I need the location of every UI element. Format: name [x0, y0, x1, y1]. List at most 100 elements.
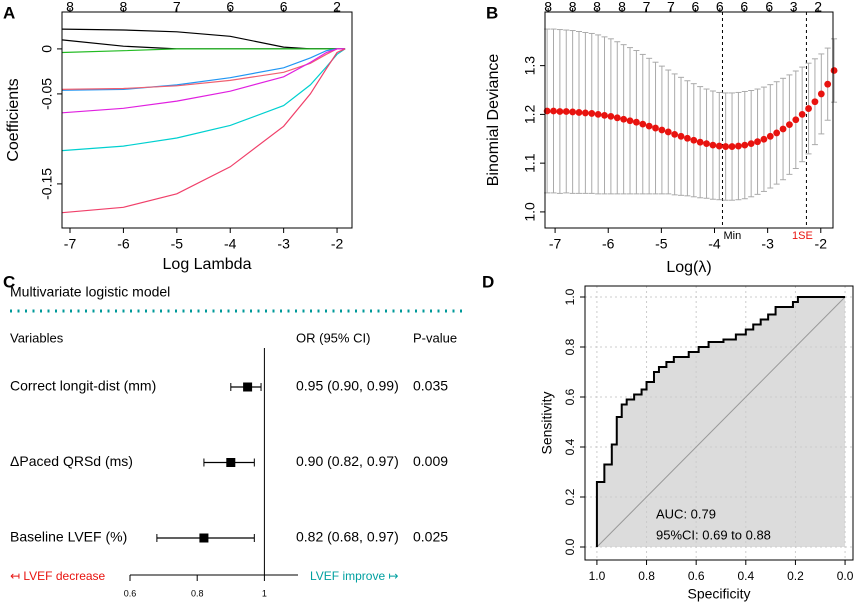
point [715, 142, 723, 150]
reference-diagonal [596, 296, 846, 548]
roc-curve [595, 296, 846, 547]
forest-title: Multivariate logistic model [10, 284, 170, 300]
top-tick-label: 6 [765, 0, 773, 15]
point [562, 108, 570, 115]
x-tick-label: 1 [262, 588, 267, 598]
x-tick-label: 0.2 [787, 569, 804, 583]
point [798, 110, 806, 118]
point [773, 129, 781, 137]
y-tick-label: 1.1 [522, 153, 538, 173]
y-axis-label: Binomial Deviance [485, 54, 502, 187]
x-tick-label: 1.0 [589, 569, 606, 583]
point [779, 125, 787, 133]
or-point [226, 458, 236, 467]
point [760, 135, 768, 143]
point [735, 142, 742, 150]
x-tick-label: -4 [224, 236, 237, 252]
point [652, 124, 659, 132]
top-tick-label: 7 [643, 0, 651, 15]
top-tick-label: 8 [66, 0, 74, 15]
x-tick-label: -3 [277, 236, 290, 252]
point [722, 143, 730, 150]
coef-path [61, 48, 346, 152]
row-label: Baseline LVEF (%) [10, 529, 127, 545]
top-tick-label: 6 [280, 0, 288, 15]
point [639, 120, 647, 128]
top-tick-label: 3 [790, 0, 798, 15]
point [581, 109, 589, 117]
top-tick-label: 2 [333, 0, 341, 15]
point [805, 105, 812, 112]
point [632, 118, 640, 126]
y-tick-label: 0.2 [563, 488, 577, 505]
y-axis-label: Sensitivity [539, 391, 555, 454]
x-tick-label: -3 [761, 236, 774, 252]
point [741, 141, 749, 149]
coef-path [61, 28, 346, 50]
x-tick-label: -2 [331, 236, 344, 252]
y-tick-label: 0.6 [563, 388, 577, 405]
point [613, 114, 621, 122]
column-header: Variables [10, 330, 64, 345]
direction-label: LVEF improve ↦ [310, 569, 399, 583]
y-axis-label: Coefficients [5, 78, 22, 161]
point [747, 140, 755, 148]
x-tick-label: 0.6 [124, 588, 137, 598]
y-tick-label: 0 [39, 45, 55, 53]
ci-label: 0.82 (0.68, 0.97) [296, 529, 399, 545]
point [754, 138, 761, 146]
coef-path [61, 48, 346, 54]
point [766, 132, 774, 140]
point [830, 67, 838, 74]
x-tick-label: -2 [815, 236, 828, 252]
point [594, 110, 602, 118]
top-tick-label: 2 [814, 0, 822, 15]
point [786, 121, 793, 129]
top-tick-label: 6 [740, 0, 748, 15]
ci-label: 0.90 (0.82, 0.97) [296, 453, 399, 469]
x-tick-label: -7 [64, 236, 77, 252]
x-tick-label: -6 [602, 236, 615, 252]
point [626, 117, 634, 125]
direction-label: ↤ LVEF decrease [10, 569, 106, 583]
point [575, 109, 583, 116]
point [677, 132, 685, 140]
y-tick-label: 0.0 [563, 538, 577, 555]
point [645, 122, 653, 130]
x-tick-label: 0.4 [737, 569, 754, 583]
point [658, 126, 666, 134]
p-value: 0.009 [413, 453, 448, 469]
point [588, 110, 596, 117]
vline-label: Min [723, 230, 741, 242]
y-tick-label: 0.8 [563, 338, 577, 355]
or-point [199, 533, 209, 543]
y-tick-label: 1.0 [563, 288, 577, 305]
plot-frame [61, 11, 353, 229]
coef-path [61, 48, 346, 114]
coef-path [61, 48, 346, 214]
y-tick-label: -0.05 [39, 78, 55, 110]
top-tick-label: 8 [544, 0, 552, 15]
top-tick-label: 7 [173, 0, 181, 15]
x-axis-label: Log Lambda [163, 256, 252, 273]
row-label: Correct longit-dist (mm) [10, 378, 156, 394]
p-value: 0.035 [413, 378, 448, 394]
panel-letter: B [486, 3, 498, 22]
point [811, 98, 819, 106]
x-tick-label: -5 [171, 236, 184, 252]
point [696, 138, 704, 146]
x-tick-label: -6 [117, 236, 130, 252]
top-tick-label: 7 [667, 0, 675, 15]
point [550, 107, 557, 115]
y-tick-label: 1.2 [522, 104, 538, 124]
point [601, 111, 608, 119]
or-point [243, 382, 253, 392]
x-tick-label: 0.0 [837, 569, 854, 583]
panel-letter: D [482, 272, 494, 291]
x-axis-label: Log(λ) [666, 259, 711, 276]
point [703, 140, 710, 148]
coef-path [61, 48, 346, 90]
plot-frame [584, 285, 854, 561]
point [728, 143, 736, 150]
y-tick-label: -0.15 [39, 168, 55, 200]
